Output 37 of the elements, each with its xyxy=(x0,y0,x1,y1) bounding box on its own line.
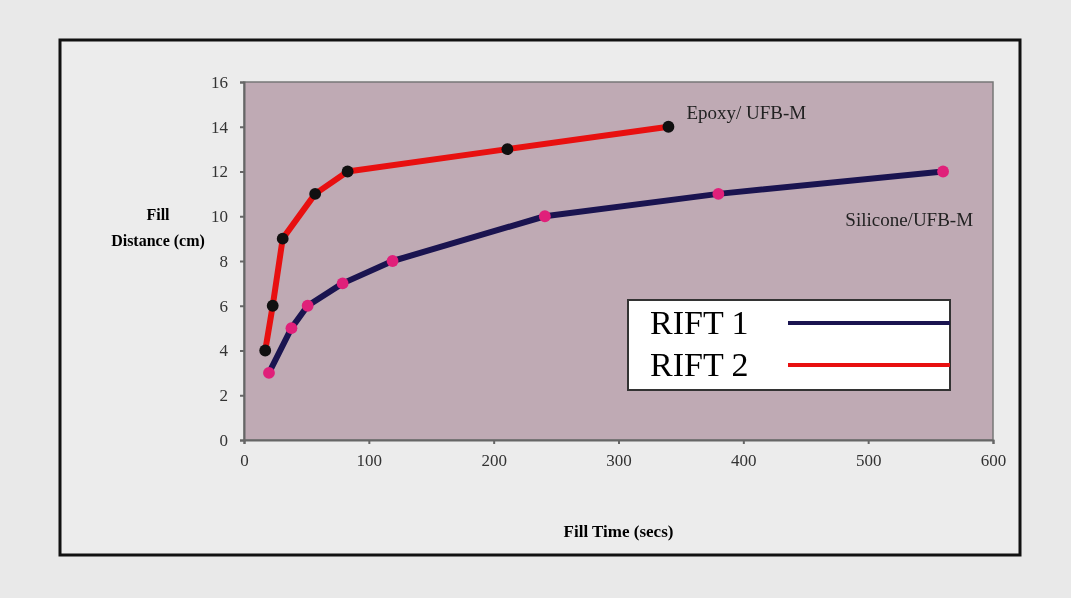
x-tick-label: 200 xyxy=(481,451,507,471)
legend-label: RIFT 2 xyxy=(650,346,749,383)
point xyxy=(263,366,275,379)
y-tick-label: 0 xyxy=(219,430,228,450)
y-tick-label: 2 xyxy=(219,386,228,406)
annotation: Silicone/UFB-M xyxy=(845,208,974,230)
point xyxy=(285,322,298,335)
legend-label: RIFT 1 xyxy=(650,304,749,341)
point xyxy=(662,120,675,133)
y-tick-label: 12 xyxy=(211,162,228,182)
x-tick-label: 0 xyxy=(240,451,249,471)
y-tick-label: 10 xyxy=(211,207,228,227)
y-tick-label: 14 xyxy=(211,117,229,137)
point xyxy=(276,232,289,245)
point xyxy=(301,299,314,312)
point xyxy=(937,165,949,178)
x-tick-label: 500 xyxy=(855,451,882,471)
x-axis-title: Fill Time (secs) xyxy=(563,522,674,541)
annotation: Epoxy/ UFB-M xyxy=(686,101,807,123)
y-axis-title: Fill Distance (cm) xyxy=(111,206,205,250)
point xyxy=(259,344,272,357)
point xyxy=(309,187,322,200)
point xyxy=(266,299,279,312)
point xyxy=(538,210,551,223)
point xyxy=(336,277,349,290)
point xyxy=(712,187,725,200)
point xyxy=(386,255,399,267)
y-tick-label: 6 xyxy=(219,296,228,316)
point xyxy=(341,165,354,178)
x-tick-label: 600 xyxy=(980,451,1007,471)
x-tick-label: 100 xyxy=(356,451,383,471)
y-tick-label: 4 xyxy=(219,341,229,361)
x-tick-label: 400 xyxy=(731,451,757,471)
x-tick-label: 300 xyxy=(606,451,632,471)
y-tick-label: 16 xyxy=(211,72,228,92)
y-tick-label: 8 xyxy=(219,251,228,271)
point xyxy=(501,143,514,156)
